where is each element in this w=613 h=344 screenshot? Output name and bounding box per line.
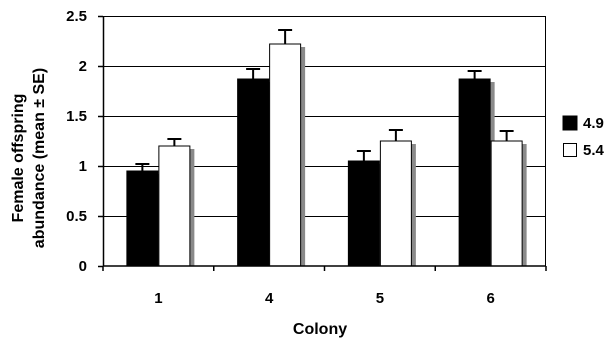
legend-label-series-2: 5.4 xyxy=(583,142,605,159)
legend: 4.9 5.4 xyxy=(562,115,605,159)
y-tick-label: 1.5 xyxy=(66,108,87,125)
axes xyxy=(98,15,547,271)
legend-swatch-series-1 xyxy=(562,115,578,131)
bars-layer xyxy=(126,43,527,267)
bar-series-1-colony-4 xyxy=(237,78,270,267)
bar-series-2-colony-1 xyxy=(158,145,191,267)
x-tick-label: 5 xyxy=(376,290,384,307)
bar-series-1-colony-5 xyxy=(347,160,380,267)
y-axis-title-line-1: Female offspring xyxy=(10,94,27,223)
bar-series-1-colony-1 xyxy=(126,170,159,267)
x-tick-labels: 1 4 5 6 xyxy=(154,290,495,307)
y-axis-title-line-2: abundance (mean ± SE) xyxy=(31,68,48,248)
x-tick-label: 6 xyxy=(486,290,494,307)
error-bars-layer xyxy=(135,29,514,171)
y-axis-title: Female offspring abundance (mean ± SE) xyxy=(10,68,48,248)
x-tick-label: 1 xyxy=(154,290,162,307)
y-tick-labels: 0 0.5 1 1.5 2 2.5 xyxy=(66,8,87,275)
bar-series-2-colony-5 xyxy=(379,140,412,267)
bar-series-1-colony-6 xyxy=(458,78,491,267)
y-tick-label: 2 xyxy=(79,58,87,75)
x-axis-title: Colony xyxy=(293,321,347,338)
y-tick-label: 2.5 xyxy=(66,8,87,25)
bar-series-2-colony-4 xyxy=(269,43,302,267)
y-tick-label: 1 xyxy=(79,158,87,175)
legend-swatch-series-2 xyxy=(563,143,577,157)
legend-label-series-1: 4.9 xyxy=(583,115,604,132)
y-tick-label: 0 xyxy=(79,258,87,275)
x-tick-label: 4 xyxy=(265,290,274,307)
bar-series-2-colony-6 xyxy=(490,140,523,267)
y-tick-label: 0.5 xyxy=(66,208,87,225)
